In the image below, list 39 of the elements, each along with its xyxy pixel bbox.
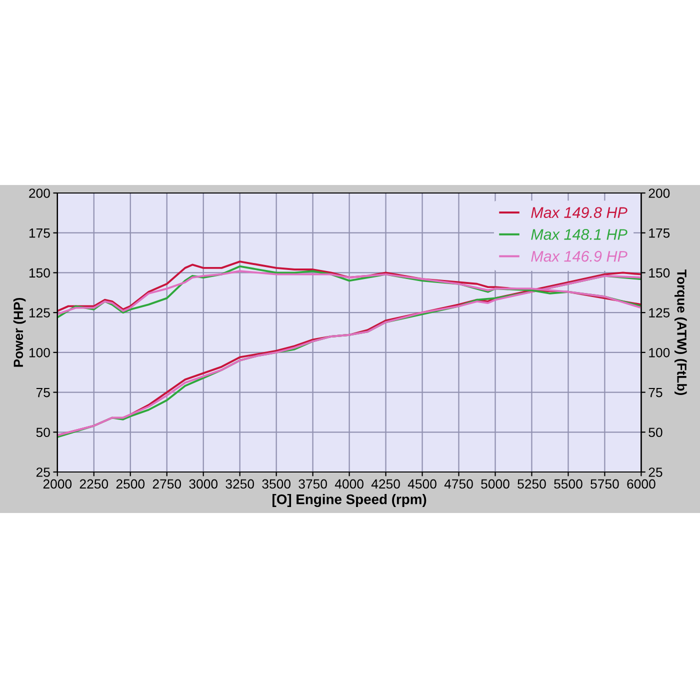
y2-tick-label: 75: [648, 388, 662, 398]
x-tick-label: 4000: [334, 479, 364, 489]
y-tick-label: 100: [29, 348, 50, 358]
x-tick-label: 4750: [444, 479, 473, 489]
legend-label: Max 148.1 HP: [531, 229, 628, 240]
x-tick-label: 5500: [554, 479, 582, 489]
x-tick-label: 3250: [226, 479, 254, 489]
legend-label: Max 146.9 HP: [531, 250, 628, 262]
y-axis-title: Power (HP): [13, 298, 26, 367]
x-tick-label: 6000: [627, 479, 656, 489]
x-tick-label: 2750: [152, 479, 182, 489]
y2-tick-label: 150: [649, 268, 670, 278]
y2-tick-label: 175: [649, 228, 670, 238]
x-tick-label: 5250: [518, 479, 546, 489]
y2-tick-label: 200: [648, 188, 670, 198]
y2-tick-label: 25: [648, 468, 662, 477]
y-tick-label: 50: [36, 428, 50, 438]
x-tick-label: 5750: [590, 479, 619, 489]
y-tick-label: 25: [36, 468, 50, 477]
y2-tick-label: 50: [648, 428, 662, 438]
x-tick-label: 3000: [189, 479, 218, 489]
x-tick-label: 2250: [80, 479, 108, 489]
x-tick-label: 3500: [262, 479, 290, 489]
x-tick-label: 2000: [43, 479, 72, 489]
x-tick-label: 5000: [481, 479, 510, 489]
y-tick-label: 175: [29, 228, 50, 238]
y-tick-label: 200: [29, 188, 50, 198]
x-tick-label: 2500: [116, 479, 145, 489]
y2-tick-label: 100: [649, 348, 670, 358]
x-tick-label: 4250: [371, 479, 400, 489]
y-tick-label: 125: [29, 308, 50, 318]
legend-label: Max 149.8 HP: [531, 207, 628, 218]
y2-tick-label: 125: [649, 308, 670, 318]
x-tick-label: 3750: [298, 479, 327, 489]
y-tick-label: 150: [29, 268, 50, 278]
y2-axis-title: Torque (ATW) (FtLb): [674, 270, 687, 395]
x-tick-label: 4500: [408, 479, 436, 489]
y-tick-label: 75: [36, 388, 50, 398]
x-axis-title: [O] Engine Speed (rpm): [272, 494, 426, 508]
